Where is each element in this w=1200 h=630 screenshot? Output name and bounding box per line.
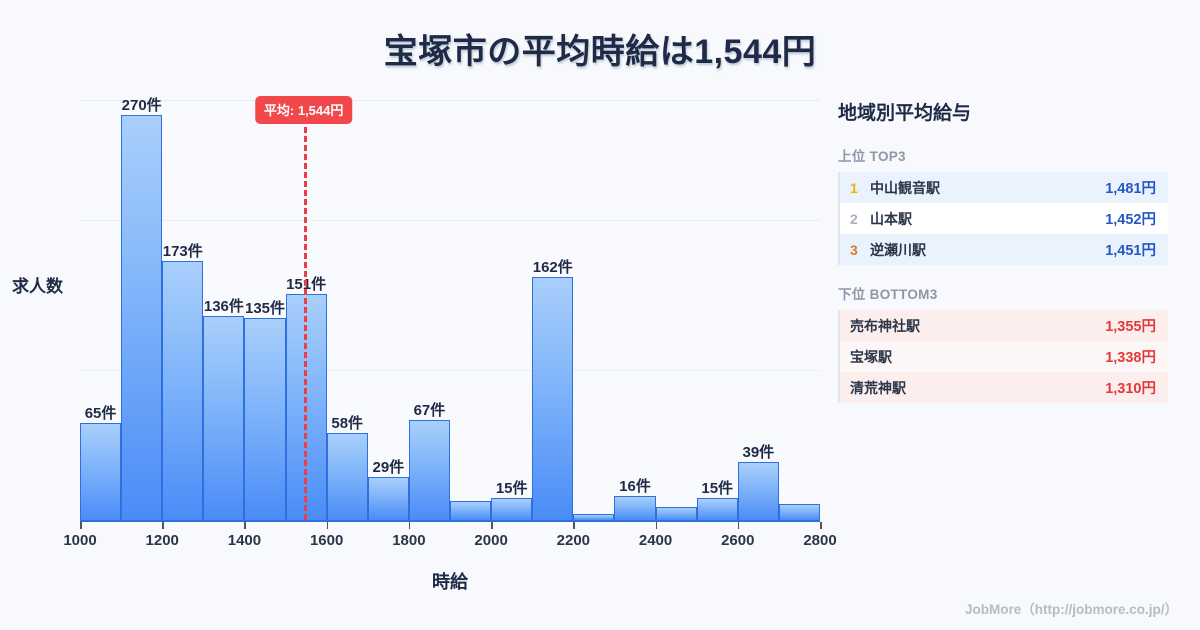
top3-heading: 上位 TOP3 bbox=[838, 149, 906, 164]
station-wage: 1,451円 bbox=[1105, 243, 1156, 259]
x-axis-title: 時給 bbox=[432, 572, 468, 592]
x-tick bbox=[80, 522, 82, 529]
histogram-bar bbox=[121, 115, 163, 520]
average-line bbox=[303, 100, 307, 520]
bar-value-label: 173件 bbox=[162, 242, 203, 260]
x-tick bbox=[737, 522, 740, 529]
histogram-bar bbox=[573, 514, 615, 520]
histogram-bar bbox=[655, 506, 697, 520]
x-tick bbox=[244, 522, 246, 529]
average-badge: 平均: 1,544円 bbox=[254, 96, 353, 124]
x-tick-label: 2600 bbox=[721, 532, 755, 549]
bar-value-label: 65件 bbox=[84, 404, 117, 422]
station-name: 売布神社駅 bbox=[850, 317, 920, 334]
rank-number: 2 bbox=[850, 210, 858, 227]
top3-row[interactable]: 2 山本駅 1,452円 bbox=[840, 203, 1168, 234]
histogram-bar bbox=[80, 422, 122, 520]
bar-value-label: 162件 bbox=[532, 259, 573, 276]
histogram-chart: 求人数 65件 270件 173件 136件 135件 151件 58件 29件 67件 15件 1… bbox=[0, 90, 837, 610]
y-axis-title: 求人数 bbox=[12, 277, 63, 296]
bar-value-label: 136件 bbox=[203, 298, 244, 315]
bottom3-row[interactable]: 宝塚駅 1,338円 bbox=[840, 341, 1168, 372]
x-tick-label: 2200 bbox=[556, 532, 591, 549]
bar-value-label: 29件 bbox=[372, 458, 405, 476]
bar-value-label: 58件 bbox=[331, 415, 364, 432]
x-tick bbox=[573, 522, 575, 529]
top3-row[interactable]: 3 逆瀬川駅 1,451円 bbox=[840, 234, 1168, 265]
rank-number: 1 bbox=[850, 179, 858, 196]
top3-row[interactable]: 1 中山観音駅 1,481円 bbox=[840, 172, 1168, 203]
histogram-bar bbox=[737, 461, 779, 520]
bottom3-group: 下位 BOTTOM3 売布神社駅 1,355円宝塚駅 1,338円清荒神駅 1,310… bbox=[838, 283, 1168, 403]
plot-top-border bbox=[80, 100, 820, 101]
footer-credit: JobMore（http://jobmore.co.jp/） bbox=[965, 602, 1178, 617]
histogram-bar bbox=[532, 277, 574, 520]
x-tick bbox=[655, 522, 658, 529]
bar-value-label: 270件 bbox=[121, 97, 162, 114]
page-title: 宝塚市の平均時給は1,544円 bbox=[383, 33, 817, 71]
histogram-bar bbox=[614, 496, 656, 520]
bottom3-row[interactable]: 清荒神駅 1,310円 bbox=[840, 372, 1168, 403]
bar-value-label: 15件 bbox=[701, 479, 734, 497]
x-tick-label: 2000 bbox=[474, 532, 508, 549]
bottom3-row[interactable]: 売布神社駅 1,355円 bbox=[840, 310, 1168, 341]
station-wage: 1,310円 bbox=[1105, 381, 1156, 397]
histogram-bar bbox=[408, 419, 450, 520]
region-salary-panel: 地域別平均給与 上位 TOP3 1 中山観音駅 1,481円 2 山本駅 1,452円 3 逆… bbox=[838, 98, 1168, 421]
x-tick-label: 1400 bbox=[227, 532, 262, 549]
sidebar-title: 地域別平均給与 bbox=[838, 103, 972, 124]
x-tick-label: 1000 bbox=[63, 532, 97, 549]
station-wage: 1,481円 bbox=[1105, 181, 1156, 197]
x-tick bbox=[326, 522, 329, 529]
histogram-bar bbox=[491, 497, 533, 520]
bottom3-heading: 下位 BOTTOM3 bbox=[838, 287, 938, 302]
station-name: 中山観音駅 bbox=[870, 179, 940, 196]
bar-value-label: 67件 bbox=[413, 401, 446, 419]
x-tick-label: 2800 bbox=[803, 532, 837, 549]
x-axis-line bbox=[80, 520, 820, 522]
station-name: 宝塚駅 bbox=[850, 348, 892, 365]
histogram-bar bbox=[450, 500, 492, 520]
rank-number: 3 bbox=[850, 241, 858, 258]
station-name: 清荒神駅 bbox=[850, 379, 906, 396]
histogram-bar bbox=[326, 433, 368, 520]
histogram-bar bbox=[696, 497, 738, 520]
station-wage: 1,452円 bbox=[1105, 212, 1156, 228]
histogram-bar bbox=[162, 260, 204, 520]
bar-value-label: 15件 bbox=[495, 479, 528, 497]
histogram-bar bbox=[203, 316, 245, 520]
x-tick bbox=[408, 522, 411, 529]
histogram-bar bbox=[244, 317, 286, 520]
bar-value-label: 135件 bbox=[244, 299, 286, 317]
x-tick bbox=[491, 522, 493, 529]
x-tick-label: 1600 bbox=[309, 532, 344, 549]
bar-value-label: 16件 bbox=[619, 478, 651, 495]
station-wage: 1,355円 bbox=[1105, 319, 1156, 335]
histogram-bar bbox=[778, 503, 820, 520]
x-tick-label: 1200 bbox=[145, 532, 179, 549]
gridline bbox=[80, 370, 820, 371]
x-tick-label: 2400 bbox=[638, 532, 673, 549]
gridline bbox=[80, 220, 820, 221]
histogram-bar bbox=[367, 476, 409, 520]
station-name: 山本駅 bbox=[870, 210, 912, 227]
bar-value-label: 39件 bbox=[742, 443, 775, 461]
station-wage: 1,338円 bbox=[1105, 350, 1156, 366]
x-tick bbox=[820, 522, 822, 529]
x-tick bbox=[162, 522, 164, 529]
top3-table: 1 中山観音駅 1,481円 2 山本駅 1,452円 3 逆瀬川駅 1,451円 bbox=[838, 172, 1168, 265]
bottom3-table: 売布神社駅 1,355円宝塚駅 1,338円清荒神駅 1,310円 bbox=[838, 310, 1168, 403]
top3-group: 上位 TOP3 1 中山観音駅 1,481円 2 山本駅 1,452円 3 逆瀬川駅 1,451… bbox=[838, 145, 1168, 265]
x-tick-label: 1800 bbox=[392, 532, 426, 549]
station-name: 逆瀬川駅 bbox=[870, 241, 926, 258]
